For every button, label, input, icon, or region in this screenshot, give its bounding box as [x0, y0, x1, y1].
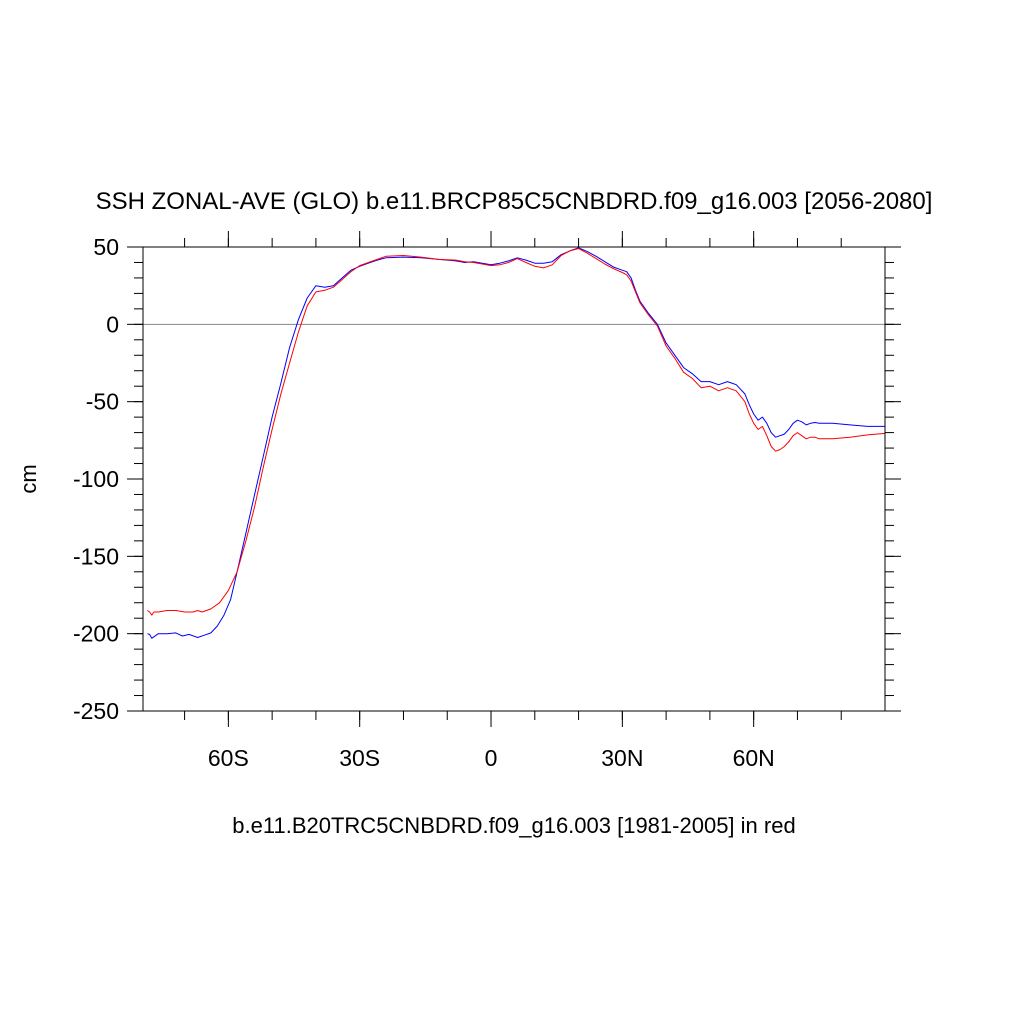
plot-axes: 50 0 -50 -100 -150 -200 -250 60S 30S 0 30N 60N: [73, 231, 901, 771]
x-tick-label: 60S: [208, 745, 249, 771]
y-tick-label: -150: [73, 543, 119, 569]
plot-series: [147, 247, 886, 639]
x-axis-label: b.e11.B20TRC5CNBDRD.f09_g16.003 [1981-20…: [232, 813, 795, 838]
series-line-red: [147, 248, 886, 616]
y-axis-label: cm: [16, 464, 41, 493]
y-tick-label: -50: [86, 389, 119, 415]
y-tick-label: -100: [73, 466, 119, 492]
y-tick-label: -200: [73, 621, 119, 647]
chart-title: SSH ZONAL-AVE (GLO) b.e11.BRCP85C5CNBDRD…: [96, 188, 933, 215]
series-line-blue: [147, 247, 885, 639]
x-tick-label: 30N: [601, 745, 643, 771]
plot-border: [142, 246, 886, 712]
y-tick-label: -250: [73, 698, 119, 724]
x-tick-label: 0: [485, 745, 498, 771]
y-tick-label: 0: [106, 311, 119, 337]
x-tick-label: 30S: [339, 745, 380, 771]
y-tick-label: 50: [93, 234, 119, 260]
plot-frame: [142, 246, 886, 712]
x-tick-label: 60N: [733, 745, 775, 771]
